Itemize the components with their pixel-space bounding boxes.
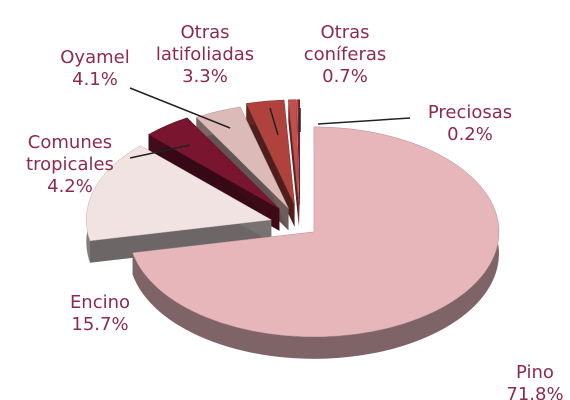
slices-group xyxy=(86,99,500,359)
label-5: Otras coníferas 0.7% xyxy=(304,22,387,87)
slice-top xyxy=(195,106,289,209)
slice-name-label: Pino xyxy=(516,362,554,383)
slice-top xyxy=(148,117,280,210)
slice-wall xyxy=(89,219,272,263)
slice-name-label: coníferas xyxy=(304,44,387,65)
slice-name-label: Preciosas xyxy=(428,102,512,123)
leader-line xyxy=(317,117,411,125)
slice-top xyxy=(245,99,295,205)
slice-name-label: Encino xyxy=(70,292,130,313)
leader-lines xyxy=(129,87,411,159)
slice-value-label: 15.7% xyxy=(71,314,128,335)
slice-top xyxy=(288,99,300,205)
slice-top xyxy=(297,99,301,205)
slice-value-label: 71.8% xyxy=(506,384,563,400)
label-0: Pino 71.8% xyxy=(506,362,563,400)
slice-value-label: 4.2% xyxy=(47,176,93,197)
label-3: Oyamel 4.1% xyxy=(60,47,129,90)
slice-name-label: Otras xyxy=(320,22,369,43)
label-4: Otras latifoliadas 3.3% xyxy=(156,22,254,87)
slice-top xyxy=(132,126,500,338)
label-6: Preciosas 0.2% xyxy=(428,102,512,145)
slice-name-label: Otras xyxy=(180,22,229,43)
slice-value-label: 3.3% xyxy=(182,66,228,87)
slice-value-label: 4.1% xyxy=(72,69,118,90)
leader-line xyxy=(129,87,231,129)
slice-value-label: 0.7% xyxy=(322,66,368,87)
slice-wall xyxy=(288,99,299,227)
label-1: Encino 15.7% xyxy=(70,292,130,335)
slice-preciosas xyxy=(297,99,301,227)
slice-otras-coniferas xyxy=(288,99,300,227)
slice-name-label: Comunes xyxy=(28,132,112,153)
label-2: Comunes tropicales 4.2% xyxy=(26,132,114,197)
slice-name-label: latifoliadas xyxy=(156,44,254,65)
slice-encino xyxy=(86,145,273,263)
labels-group: Pino 71.8% Encino 15.7% Comunes tropicales 4.2… xyxy=(26,22,564,400)
slice-name-label: tropicales xyxy=(26,154,114,175)
slice-name-label: Oyamel xyxy=(60,47,129,68)
leader-line xyxy=(129,144,191,159)
slice-pino xyxy=(132,126,500,359)
leader-line xyxy=(269,107,279,136)
slice-value-label: 0.2% xyxy=(447,124,493,145)
slice-top xyxy=(86,145,273,242)
